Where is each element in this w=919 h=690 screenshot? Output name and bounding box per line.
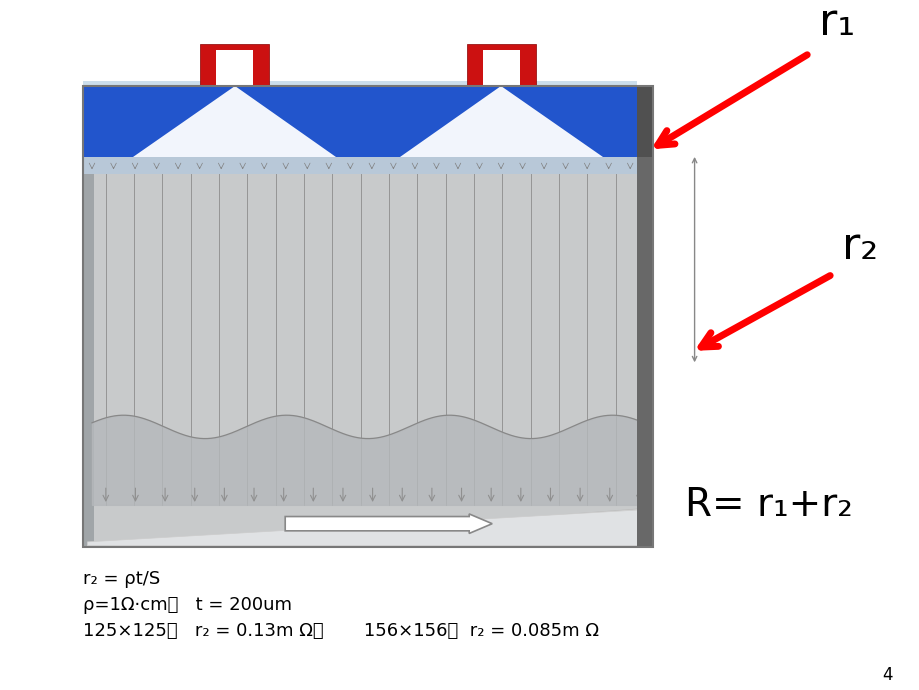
Bar [83, 86, 636, 157]
Polygon shape [400, 86, 501, 157]
Text: 125×125：   r₂ = 0.13m Ω；       156×156：  r₂ = 0.085m Ω: 125×125： r₂ = 0.13m Ω； 156×156： r₂ = 0.0… [83, 622, 598, 640]
Text: R= r₁+r₂: R= r₁+r₂ [685, 486, 852, 524]
Bar [83, 173, 652, 547]
Bar [216, 50, 253, 86]
Polygon shape [133, 86, 234, 157]
Polygon shape [501, 86, 602, 157]
Polygon shape [87, 509, 648, 546]
Text: r₂: r₂ [841, 225, 877, 268]
Polygon shape [636, 157, 652, 547]
Bar [482, 50, 519, 86]
Text: r₂ = ρt/S: r₂ = ρt/S [83, 570, 160, 588]
FancyArrow shape [285, 514, 492, 533]
Polygon shape [87, 508, 648, 546]
Polygon shape [636, 86, 652, 157]
Bar [83, 157, 636, 173]
Bar [467, 43, 536, 86]
Bar [83, 81, 636, 86]
Bar [200, 43, 268, 86]
Bar [83, 86, 652, 547]
Text: 4: 4 [881, 665, 891, 684]
Text: r₁: r₁ [818, 1, 854, 43]
Text: ρ=1Ω·cm，   t = 200um: ρ=1Ω·cm， t = 200um [83, 595, 291, 614]
Polygon shape [234, 86, 335, 157]
Bar [83, 173, 94, 547]
